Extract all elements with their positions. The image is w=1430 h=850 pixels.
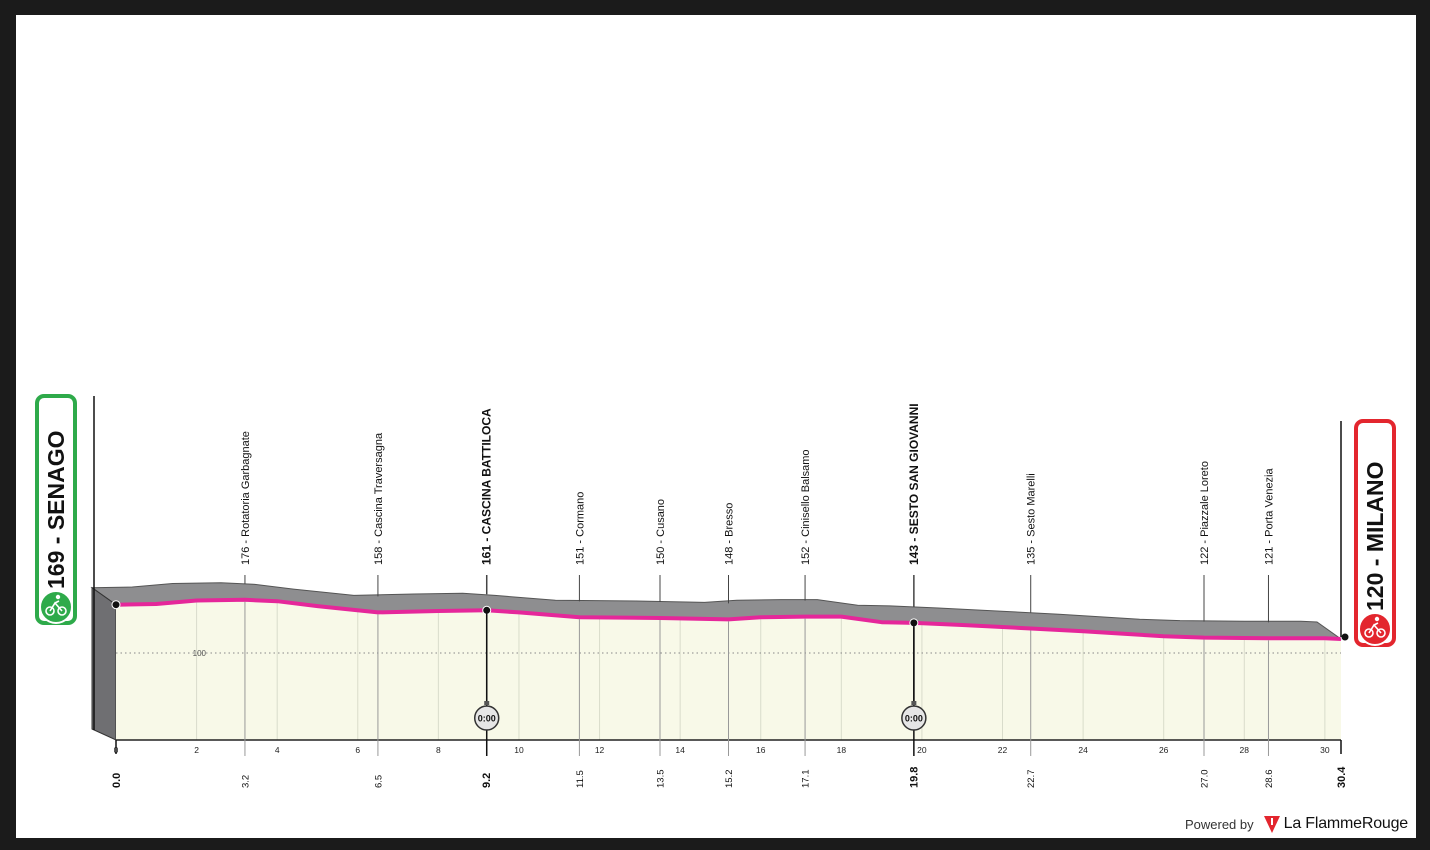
- waypoint-km-label: 9.2: [481, 773, 493, 788]
- waypoint-km-label: 6.5: [373, 775, 384, 788]
- bicycle-icon: [1358, 612, 1392, 646]
- waypoint-km-label: 22.7: [1026, 770, 1037, 789]
- waypoint-km-label: 11.5: [575, 770, 586, 788]
- start-badge-label: 169 - SENAGO: [43, 431, 69, 590]
- waypoint-km-label: 19.8: [908, 767, 920, 788]
- waypoint-label: 158 - Cascina Traversagna: [373, 432, 385, 565]
- start-km-label: 0.0: [111, 773, 123, 788]
- waypoint-km-label: 3.2: [240, 775, 251, 788]
- flamme-rouge-logo-icon: [1263, 816, 1280, 833]
- stopwatch-icon: [473, 701, 500, 731]
- finish-badge: 120 - MILANO: [1354, 419, 1396, 647]
- finish-point: [1340, 632, 1350, 642]
- route-line: [115, 597, 1342, 641]
- waypoint-label: 121 - Porta Venezia: [1263, 467, 1275, 565]
- x-tick-label: 26: [1159, 745, 1169, 755]
- stopwatch-icon: [901, 701, 927, 731]
- x-tick-label: 28: [1240, 745, 1250, 755]
- x-tick-label: 16: [756, 745, 766, 755]
- time-check-label: 0:00: [905, 714, 923, 724]
- bicycle-icon: [39, 590, 73, 624]
- waypoint-km-label: 13.5: [655, 770, 666, 789]
- powered-by-label: Powered by: [1184, 816, 1254, 832]
- waypoint-label: 122 - Piazzale Loreto: [1199, 461, 1211, 565]
- x-tick-label: 30: [1320, 745, 1330, 755]
- waypoint-label: 152 - Cinisello Balsamo: [800, 449, 812, 565]
- waypoint-km-label: 28.6: [1264, 770, 1275, 789]
- time-check-label: 0:00: [478, 714, 496, 724]
- waypoint-label: 176 - Rotatoria Garbagnate: [240, 431, 252, 565]
- waypoint-label: 135 - Sesto Marelli: [1026, 473, 1038, 565]
- finish-km-label: 30.4: [1336, 766, 1348, 788]
- waypoint-label: 143 - SESTO SAN GIOVANNI: [907, 403, 921, 565]
- profile-left-side: [91, 586, 117, 741]
- x-tick-label: 20: [917, 745, 927, 755]
- start-badge: 169 - SENAGO: [35, 394, 77, 625]
- waypoint-label: 161 - CASCINA BATTILOCA: [480, 408, 494, 565]
- time-check: 0:00: [901, 618, 927, 731]
- time-check: 0:00: [473, 605, 500, 731]
- start-point: [111, 600, 121, 610]
- x-tick-label: 4: [275, 745, 280, 755]
- x-tick-label: 8: [436, 745, 441, 755]
- waypoint-km-label: 17.1: [801, 770, 812, 789]
- waypoint-label: 148 - Bresso: [724, 503, 736, 565]
- x-tick-label: 6: [355, 745, 360, 755]
- waypoint-label: 151 - Cormano: [574, 492, 586, 565]
- x-tick-label: 2: [194, 745, 199, 755]
- powered-by-brand: Powered by La FlammeRouge: [1185, 814, 1408, 834]
- waypoint-km-label: 15.2: [724, 770, 735, 789]
- waypoint-km-label: 27.0: [1199, 770, 1210, 789]
- finish-badge-label: 120 - MILANO: [1362, 461, 1388, 611]
- y-tick-label: 100: [193, 649, 207, 658]
- x-tick-label: 12: [595, 745, 605, 755]
- brand-name: La FlammeRouge: [1283, 815, 1409, 832]
- x-tick-label: 22: [998, 745, 1008, 755]
- x-tick-label: 24: [1078, 745, 1088, 755]
- waypoint-label: 150 - Cusano: [655, 499, 667, 565]
- x-tick-label: 14: [675, 745, 685, 755]
- x-tick-label: 18: [837, 745, 847, 755]
- x-tick-label: 10: [514, 745, 524, 755]
